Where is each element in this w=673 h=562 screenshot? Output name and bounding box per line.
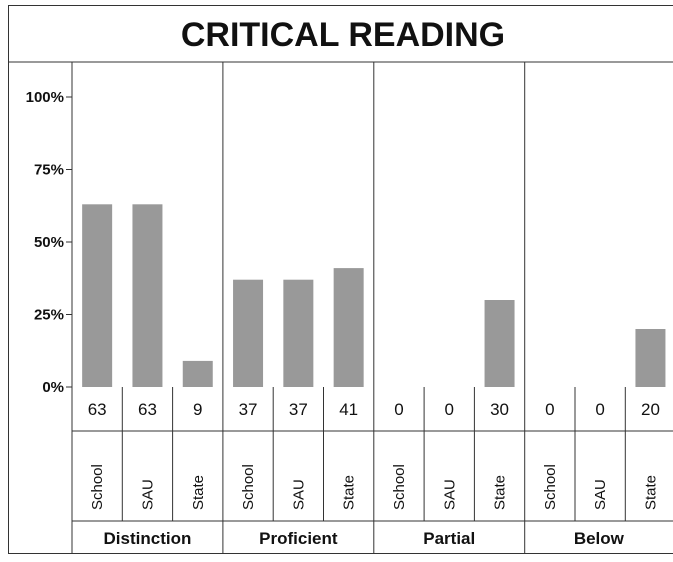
value-label: 9 [193,400,202,419]
category-label: School [542,464,559,510]
bar [485,300,515,387]
bar [132,204,162,387]
category-label: SAU [139,479,156,510]
value-label: 0 [595,400,604,419]
group-label: Partial [423,529,475,548]
group-label: Below [574,529,625,548]
chart-title: CRITICAL READING [181,16,505,54]
value-label: 37 [239,400,258,419]
category-label: School [240,464,257,510]
plot-area: 100% 75% 50% 25% 0% 63 School 63 SAU 9 State Distin… [8,62,673,553]
y-tick-label: 100% [26,89,64,106]
y-tick-label: 25% [34,307,64,324]
value-label: 0 [545,400,554,419]
bar [233,280,263,387]
category-label: State [642,475,659,510]
bar [183,361,213,387]
value-label: 63 [88,400,107,419]
bar [635,329,665,387]
bar [334,268,364,387]
group-label: Proficient [259,529,338,548]
value-label: 20 [641,400,660,419]
bar [283,280,313,387]
category-label: State [190,475,207,510]
y-tick-label: 0% [42,379,64,396]
bar [82,204,112,387]
category-label: SAU [592,479,609,510]
category-label: School [89,464,106,510]
y-tick-label: 50% [34,234,64,251]
category-label: SAU [441,479,458,510]
value-label: 41 [339,400,358,419]
group-label: Distinction [104,529,192,548]
value-label: 0 [394,400,403,419]
y-tick-label: 75% [34,162,64,179]
category-label: State [341,475,358,510]
category-label: SAU [290,479,307,510]
value-label: 63 [138,400,157,419]
value-label: 30 [490,400,509,419]
category-label: School [391,464,408,510]
value-label: 0 [445,400,454,419]
value-label: 37 [289,400,308,419]
category-label: State [492,475,509,510]
